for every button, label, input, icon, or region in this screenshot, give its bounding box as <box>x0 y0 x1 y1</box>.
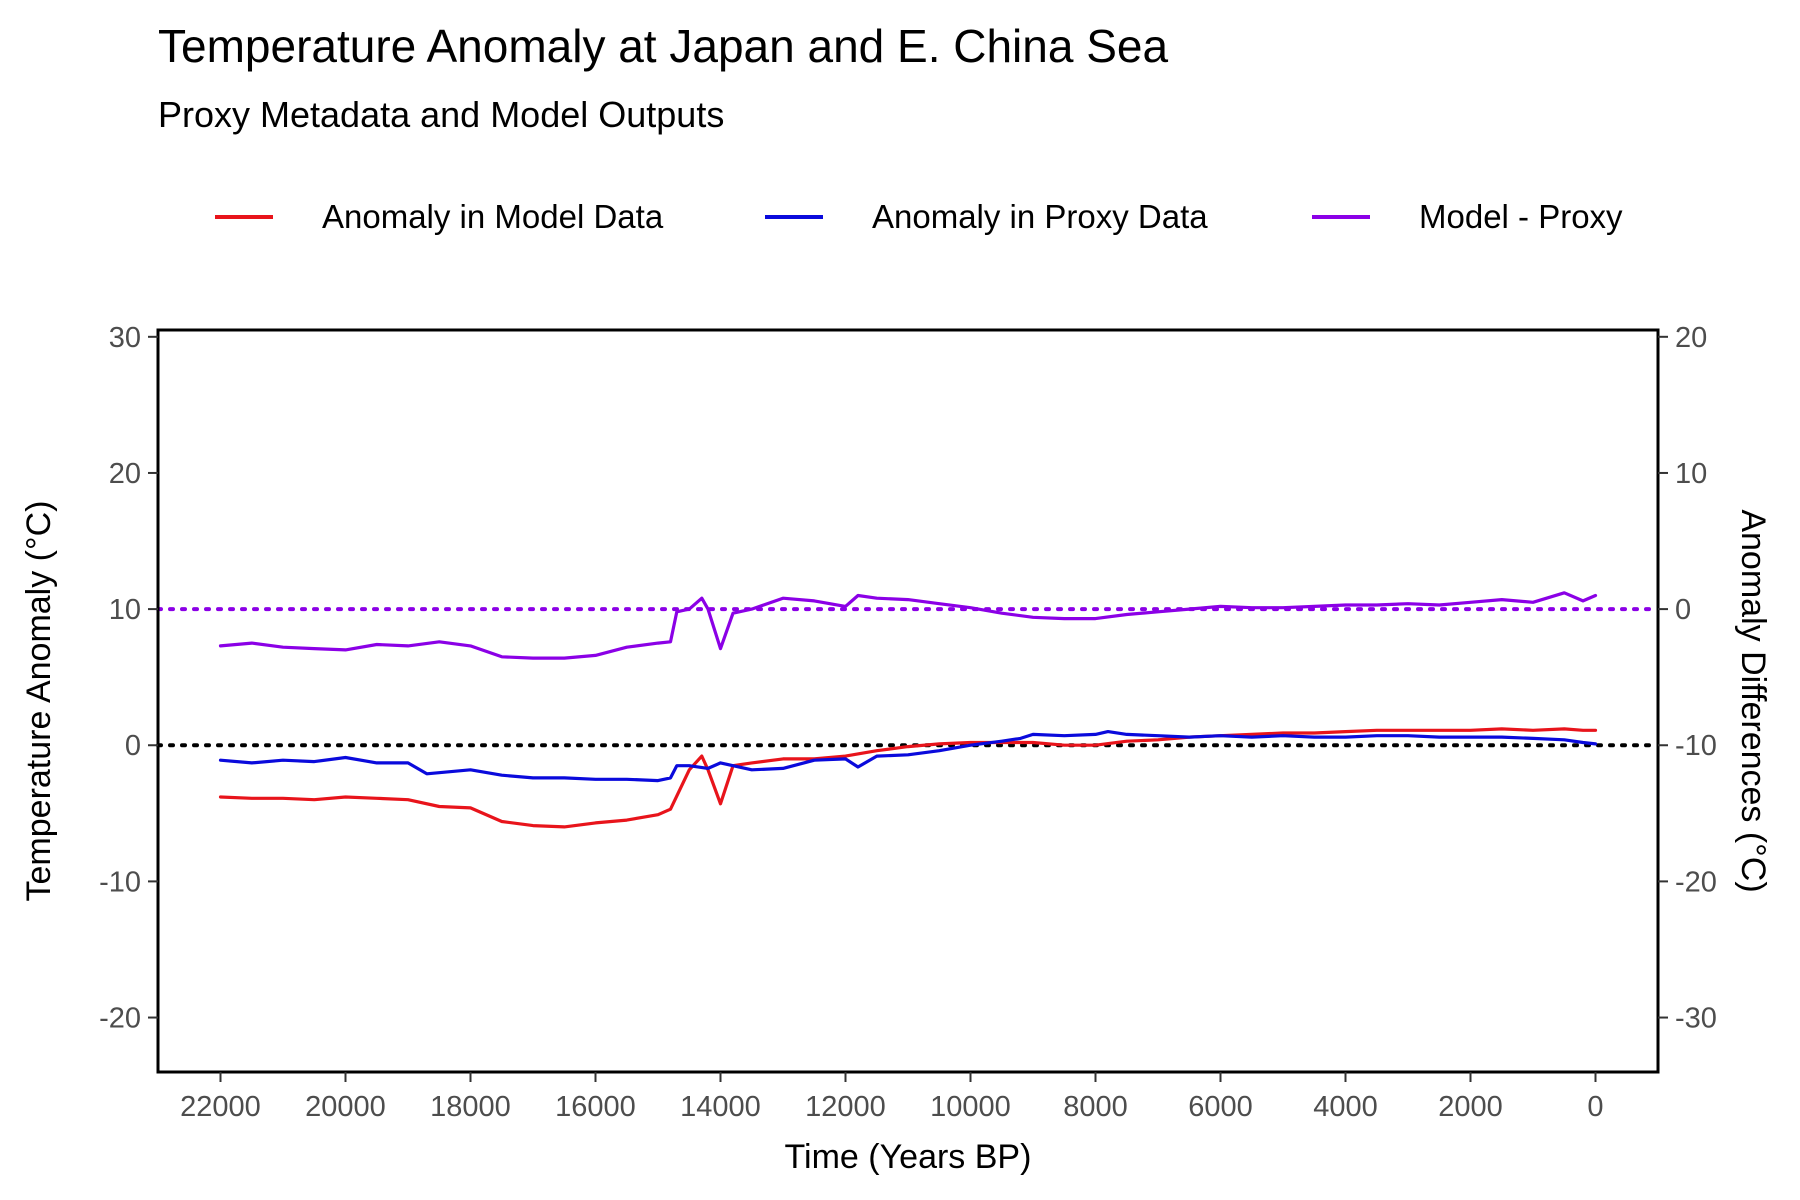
y2-tick-label: 20 <box>1675 322 1707 354</box>
x-tick-label: 22000 <box>180 1091 261 1123</box>
y2-axis-title: Anomaly Differences (°C) <box>1734 509 1772 892</box>
x-tick-label: 10000 <box>930 1091 1011 1123</box>
legend-label: Model - Proxy <box>1419 198 1623 235</box>
y2-tick-label: 0 <box>1675 594 1691 626</box>
y-tick-label: -10 <box>99 866 141 898</box>
legend: Anomaly in Model Data Anomaly in Proxy Da… <box>215 198 1623 235</box>
y-tick-label: 20 <box>109 458 141 490</box>
y-tick-label: -20 <box>99 1003 141 1035</box>
y-tick-label: 30 <box>109 322 141 354</box>
x-tick-label: 6000 <box>1188 1091 1253 1123</box>
series-line-1 <box>218 727 1598 829</box>
x-tick-label: 0 <box>1587 1091 1603 1123</box>
legend-item-3: Model - Proxy <box>1312 198 1623 235</box>
plot-frame <box>156 328 1660 1074</box>
series-line-3 <box>218 591 1598 660</box>
legend-item-2: Anomaly in Proxy Data <box>765 198 1208 235</box>
legend-label: Anomaly in Proxy Data <box>872 198 1208 235</box>
x-tick-label: 4000 <box>1313 1091 1378 1123</box>
y2-tick-label: 10 <box>1675 458 1707 490</box>
x-tick-label: 8000 <box>1063 1091 1128 1123</box>
y-tick-label: 0 <box>125 730 141 762</box>
chart-title: Temperature Anomaly at Japan and E. Chin… <box>158 20 1168 72</box>
legend-item-1: Anomaly in Model Data <box>215 198 664 235</box>
y-tick-label: 10 <box>109 594 141 626</box>
y-axis-title: Temperature Anomaly (°C) <box>20 501 58 902</box>
x-tick-label: 2000 <box>1438 1091 1503 1123</box>
x-tick-label: 12000 <box>805 1091 886 1123</box>
x-tick-label: 14000 <box>680 1091 761 1123</box>
plot-area <box>156 591 1660 829</box>
y2-tick-label: -20 <box>1675 866 1717 898</box>
x-axis: 22000 20000 18000 16000 14000 12000 10000 8000 6… <box>180 1072 1604 1123</box>
chart-subtitle: Proxy Metadata and Model Outputs <box>158 94 724 135</box>
y2-tick-label: -30 <box>1675 1003 1717 1035</box>
y-axis-left: -20 -10 0 10 20 30 <box>99 322 158 1035</box>
x-tick-label: 16000 <box>555 1091 636 1123</box>
legend-label: Anomaly in Model Data <box>322 198 664 235</box>
x-tick-label: 20000 <box>305 1091 386 1123</box>
y2-tick-label: -10 <box>1675 730 1717 762</box>
x-tick-label: 18000 <box>430 1091 511 1123</box>
series-line-2 <box>218 730 1598 783</box>
y-axis-right: -30 -20 -10 0 10 20 <box>1658 322 1717 1035</box>
x-axis-title: Time (Years BP) <box>785 1138 1032 1176</box>
